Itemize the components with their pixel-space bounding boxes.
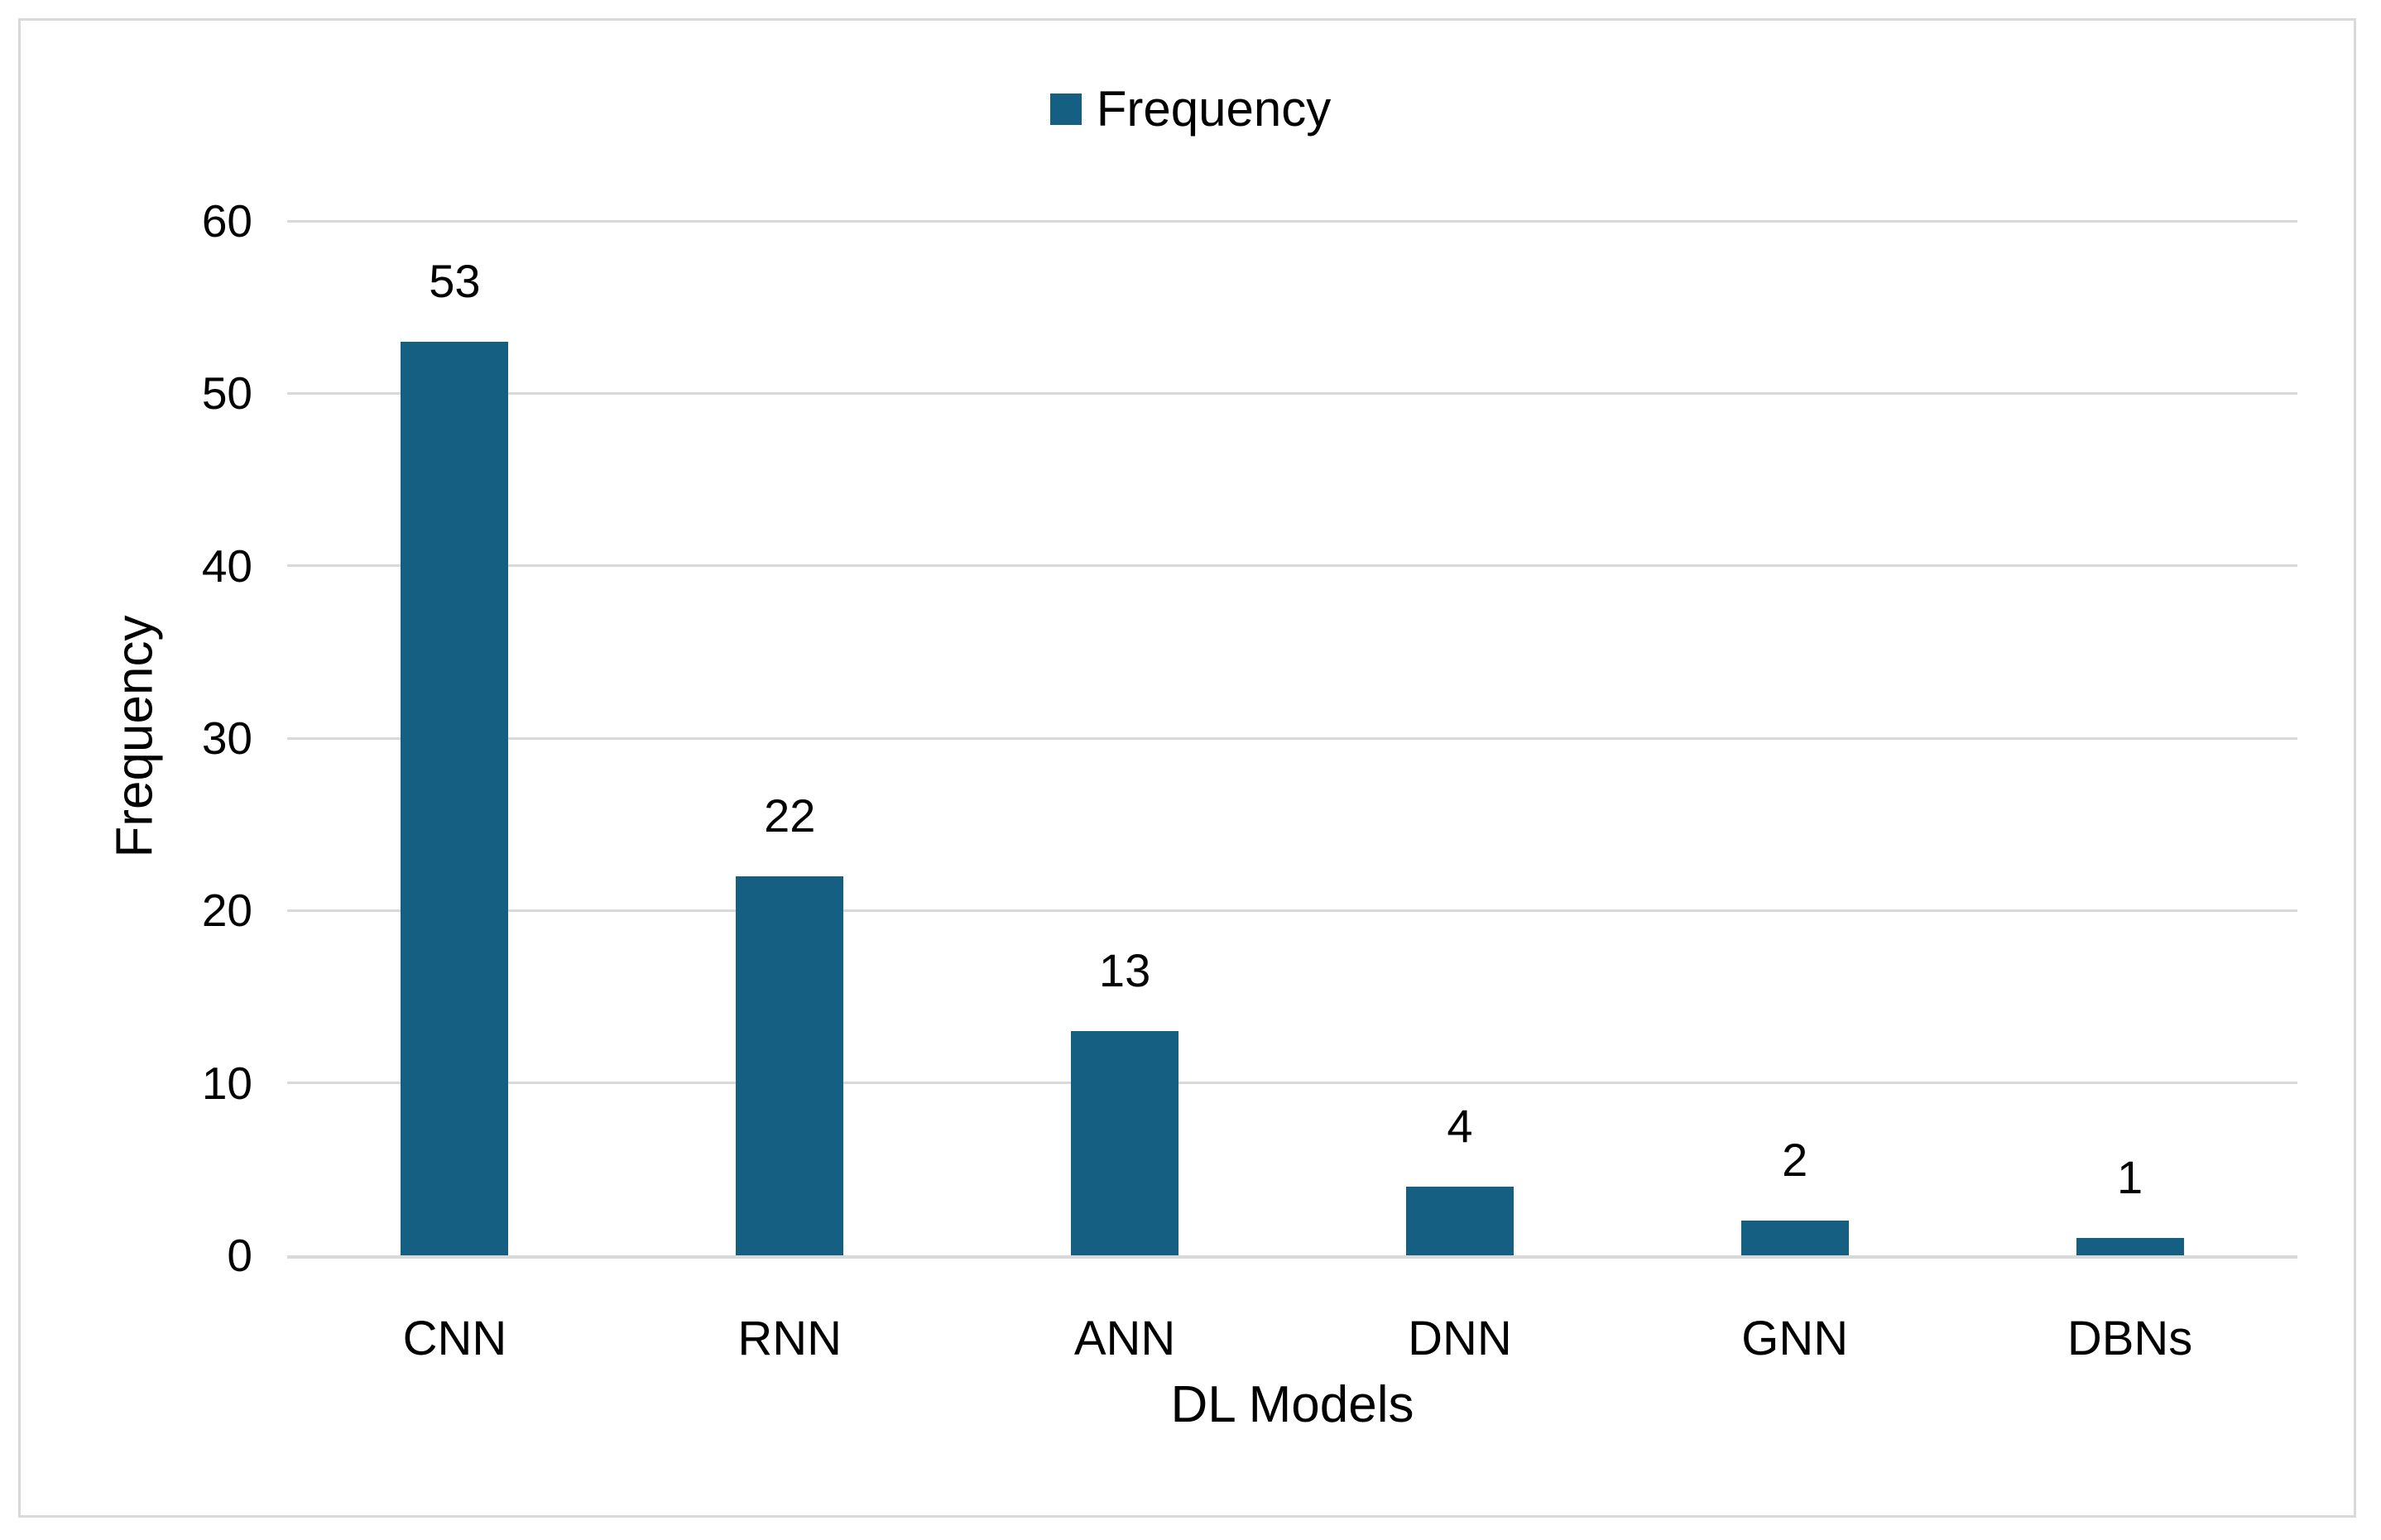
x-category-label-ann: ANN — [1073, 1312, 1176, 1365]
y-tick-label-50: 50 — [201, 367, 252, 420]
bar-cnn — [401, 341, 509, 1255]
x-axis-title: DL Models — [1170, 1376, 1414, 1433]
x-category-label-cnn: CNN — [402, 1312, 507, 1365]
x-category-label-gnn: GNN — [1741, 1312, 1849, 1365]
bar-value-label-rnn: 22 — [764, 789, 816, 842]
bar-dnn — [1405, 1186, 1514, 1255]
bar-value-label-cnn: 53 — [429, 254, 481, 307]
plot-area: 53 22 13 4 2 1 — [287, 219, 2297, 1259]
bar-value-label-dnn: 4 — [1447, 1099, 1473, 1152]
legend-swatch-frequency — [1049, 94, 1082, 125]
gridline-y-10 — [287, 1082, 2297, 1085]
x-category-label-dnn: DNN — [1408, 1312, 1512, 1365]
y-tick-label-0: 0 — [227, 1230, 252, 1281]
bar-gnn — [1740, 1221, 1849, 1255]
bar-value-label-dbns: 1 — [2117, 1151, 2143, 1204]
y-tick-label-30: 30 — [201, 712, 252, 764]
y-tick-label-10: 10 — [201, 1057, 252, 1109]
gridline-y-40 — [287, 564, 2297, 568]
chart-legend: Frequency — [0, 79, 2381, 139]
bar-dbns — [2076, 1238, 2184, 1255]
legend-label-frequency: Frequency — [1096, 81, 1332, 137]
bar-rnn — [736, 876, 844, 1255]
bar-value-label-ann: 13 — [1098, 944, 1151, 997]
gridline-y-50 — [287, 391, 2297, 395]
y-tick-label-40: 40 — [201, 540, 252, 592]
bar-value-label-gnn: 2 — [1782, 1134, 1808, 1187]
x-category-label-dbns: DBNs — [2067, 1312, 2193, 1365]
bar-ann — [1071, 1031, 1179, 1255]
gridline-y-60 — [287, 219, 2297, 223]
y-tick-label-20: 20 — [201, 885, 252, 937]
y-tick-label-60: 60 — [201, 195, 252, 247]
x-category-label-rnn: RNN — [737, 1312, 842, 1365]
gridline-y-30 — [287, 736, 2297, 740]
gridline-y-20 — [287, 909, 2297, 912]
